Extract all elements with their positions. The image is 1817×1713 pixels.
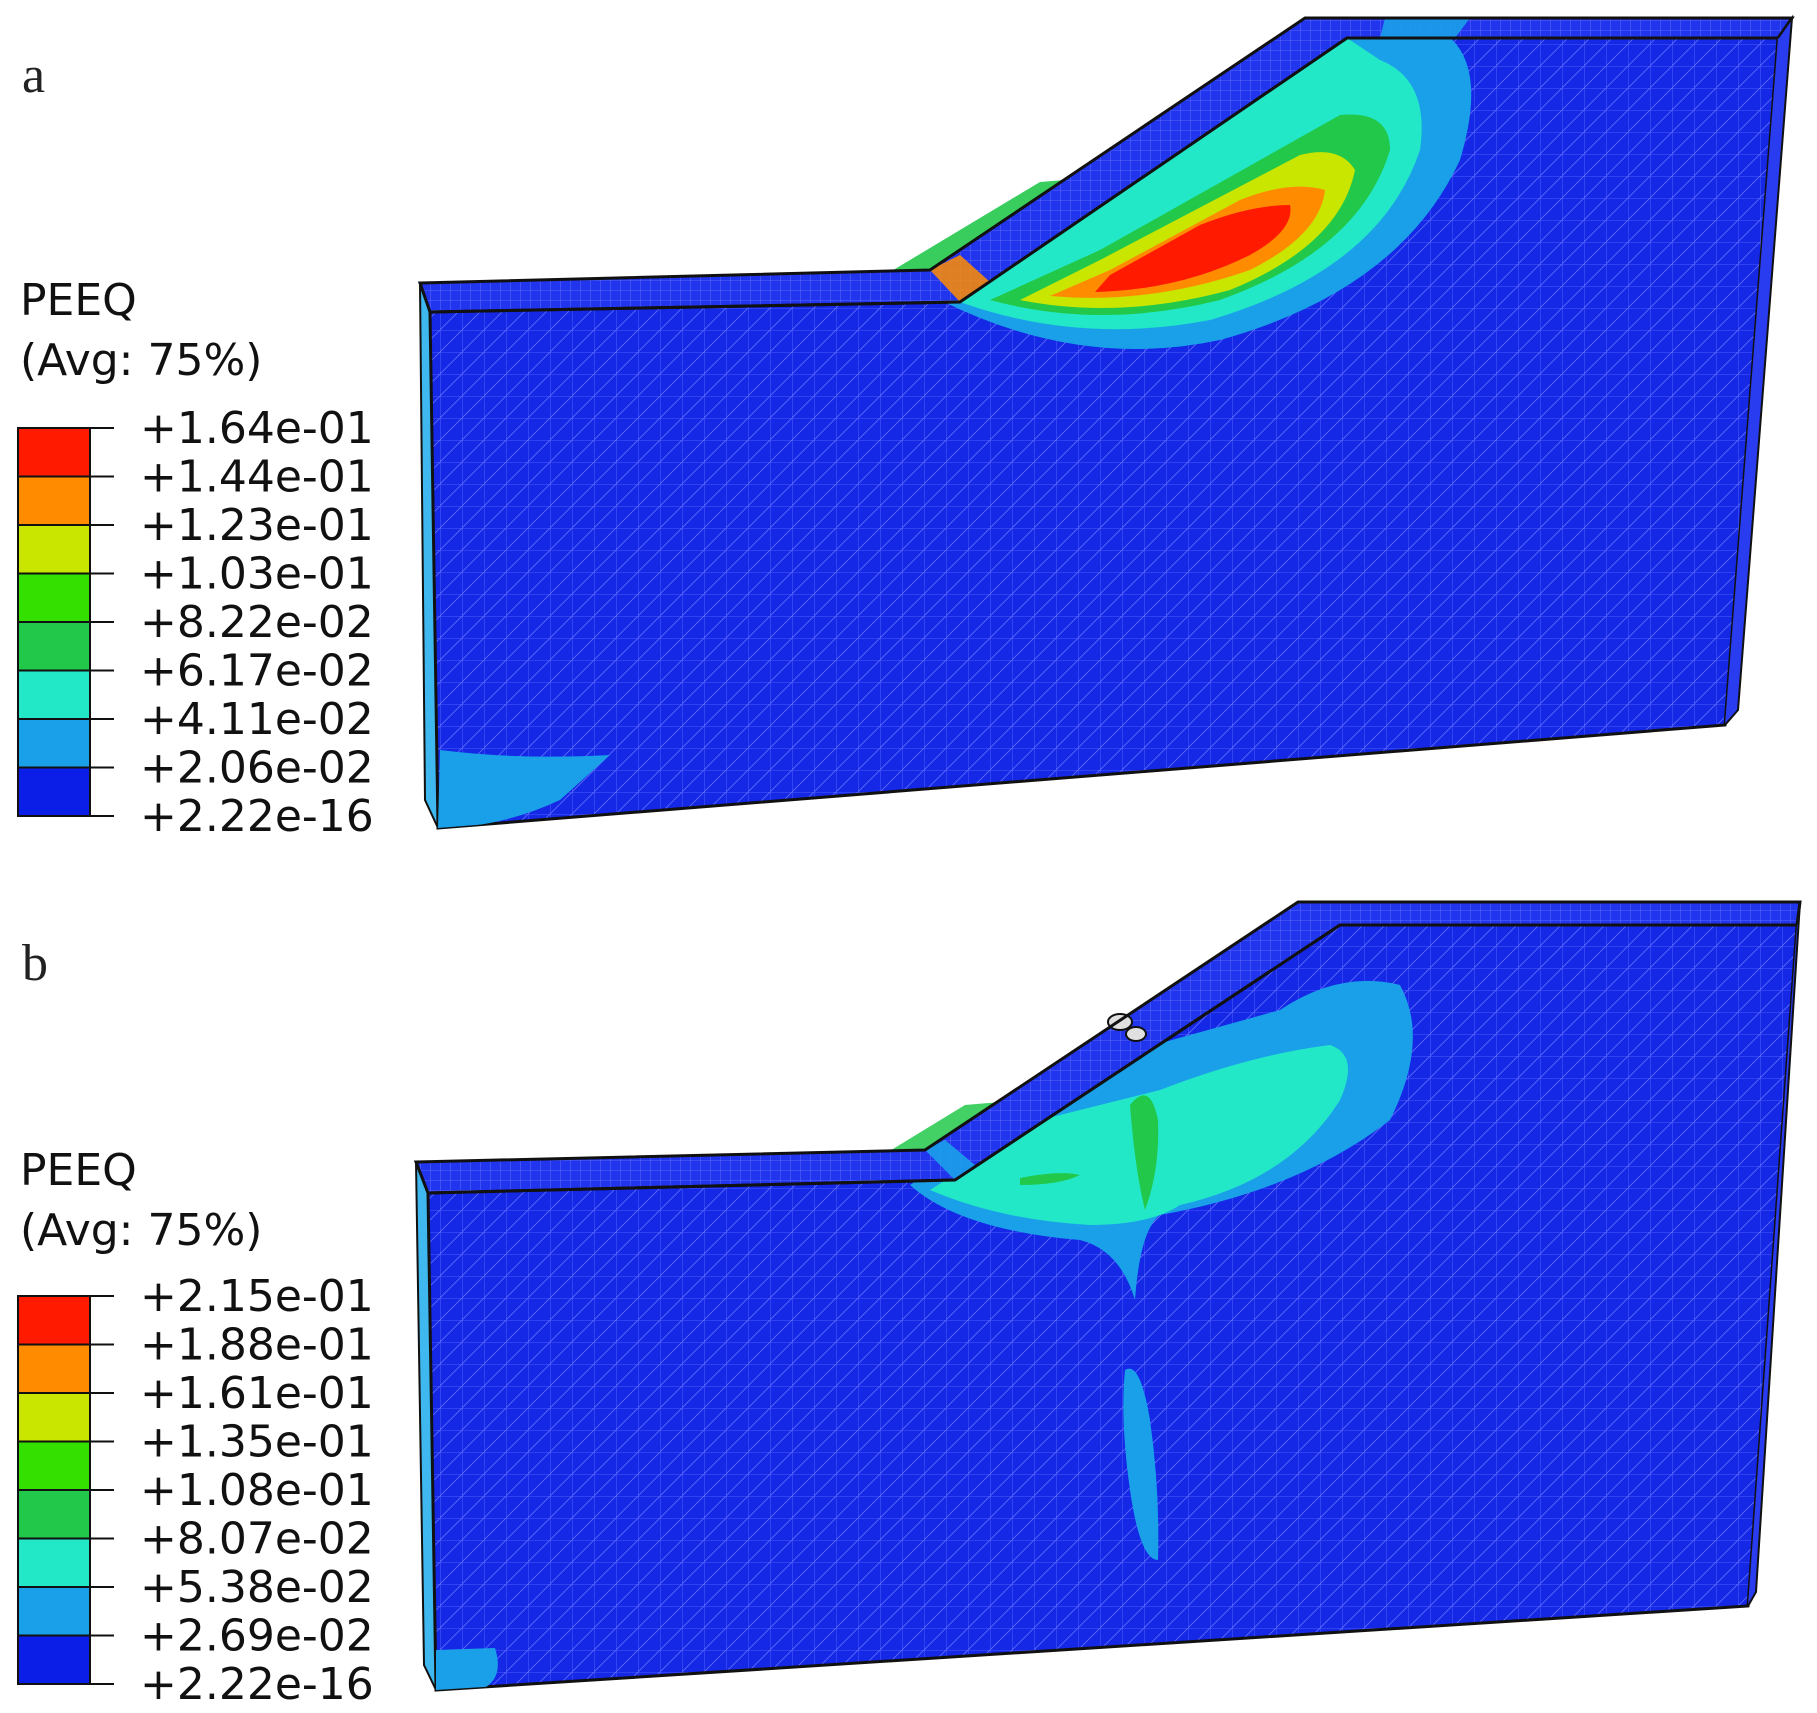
legend-b-variable: PEEQ — [20, 1145, 137, 1196]
legend-b-band-5 — [17, 1537, 91, 1588]
legend-b-ticks: +2.15e-01+1.88e-01+1.61e-01+1.35e-01+1.0… — [90, 1271, 374, 1710]
legend-a-tick-label-8: +2.22e-16 — [140, 791, 374, 842]
legend-a: PEEQ (Avg: 75%) +1.64e-01+1.44e-01+1.23e… — [17, 275, 374, 842]
legend-b-tick-label-0: +2.15e-01 — [140, 1271, 374, 1322]
legend-a-tick-label-1: +1.44e-01 — [140, 452, 374, 503]
legend-a-tick-label-7: +2.06e-02 — [140, 743, 374, 794]
model-b — [413, 900, 1802, 1692]
legend-b-band-7 — [17, 1634, 91, 1685]
model-a — [417, 14, 1795, 830]
legend-b-tick-label-6: +5.38e-02 — [140, 1562, 374, 1613]
legend-a-band-4 — [17, 621, 91, 672]
legend-b-band-0 — [17, 1295, 91, 1346]
legend-a-tick-label-2: +1.23e-01 — [140, 500, 374, 551]
legend-a-band-6 — [17, 718, 91, 769]
legend-b-band-4 — [17, 1489, 91, 1540]
panel-letter-b: b — [22, 935, 48, 992]
legend-b-tick-label-5: +8.07e-02 — [140, 1514, 374, 1565]
legend-a-band-1 — [17, 475, 91, 526]
legend-b-tick-label-8: +2.22e-16 — [140, 1659, 374, 1710]
contour-b — [436, 980, 1413, 1690]
legend-a-ticks: +1.64e-01+1.44e-01+1.23e-01+1.03e-01+8.2… — [90, 403, 374, 842]
legend-a-band-2 — [17, 524, 91, 575]
legend-a-tick-label-0: +1.64e-01 — [140, 403, 374, 454]
legend-b-tick-label-2: +1.61e-01 — [140, 1368, 374, 1419]
legend-a-averaging: (Avg: 75%) — [20, 335, 262, 386]
legend-b-band-6 — [17, 1586, 91, 1637]
legend-a-band-0 — [17, 427, 91, 478]
contour-a — [438, 38, 1472, 828]
legend-b-band-2 — [17, 1392, 91, 1443]
legend-a-tick-label-4: +8.22e-02 — [140, 597, 374, 648]
legend-b-tick-label-7: +2.69e-02 — [140, 1611, 374, 1662]
legend-b: PEEQ (Avg: 75%) +2.15e-01+1.88e-01+1.61e… — [17, 1145, 374, 1710]
legend-b-averaging: (Avg: 75%) — [20, 1205, 262, 1256]
legend-b-tick-label-4: +1.08e-01 — [140, 1465, 374, 1516]
legend-b-tick-label-3: +1.35e-01 — [140, 1417, 374, 1468]
legend-a-tick-label-5: +6.17e-02 — [140, 646, 374, 697]
legend-b-band-1 — [17, 1343, 91, 1394]
legend-a-color-bar — [17, 427, 91, 817]
legend-a-band-7 — [17, 766, 91, 817]
legend-a-band-5 — [17, 669, 91, 720]
legend-b-band-3 — [17, 1440, 91, 1491]
legend-a-tick-label-6: +4.11e-02 — [140, 694, 374, 745]
legend-a-band-3 — [17, 572, 91, 623]
legend-a-tick-label-3: +1.03e-01 — [140, 549, 374, 600]
legend-b-color-bar — [17, 1295, 91, 1685]
panel-letter-a: a — [22, 47, 45, 104]
panel-b: b PEEQ (Avg: 75%) — [17, 900, 1802, 1710]
legend-b-tick-label-1: +1.88e-01 — [140, 1320, 374, 1371]
legend-a-variable: PEEQ — [20, 275, 137, 326]
panel-a: a PEEQ — [17, 14, 1795, 842]
